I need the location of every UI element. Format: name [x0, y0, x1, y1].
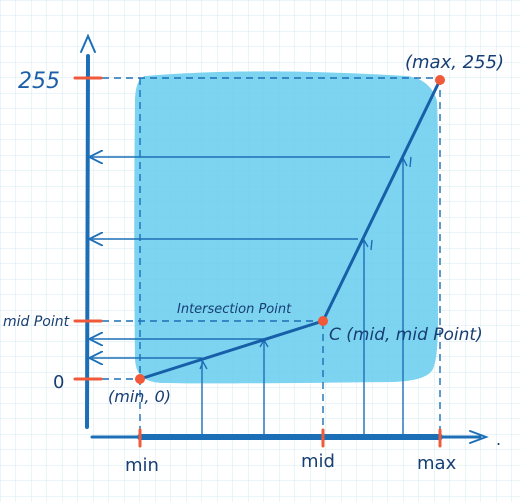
x-axis-arrow [469, 430, 489, 444]
guides [90, 77, 441, 436]
label-point-top: (max, 255) [405, 52, 504, 73]
marker-c-right [370, 239, 373, 251]
marker-a [199, 360, 208, 370]
labels: 255 mid Point 0 min mid max (max, 255) (… [3, 52, 504, 476]
points [135, 75, 445, 384]
label-min: min [125, 455, 159, 476]
marker-d-right [409, 156, 412, 168]
y-axis-arrow [80, 33, 96, 53]
point-c [318, 316, 328, 326]
point-min-0 [135, 374, 145, 384]
dot-mark: . [496, 430, 501, 449]
label-point-bottom: (min, 0) [108, 387, 171, 406]
label-zero: 0 [53, 372, 64, 393]
label-intersection: Intersection Point [177, 302, 292, 317]
label-point-c: C (mid, mid Point) [329, 325, 483, 345]
y-axis [85, 54, 90, 429]
axes [80, 33, 489, 444]
point-max-255 [435, 75, 445, 85]
red-ticks [73, 76, 442, 448]
shaded-region [134, 71, 438, 384]
label-max: max [417, 453, 457, 474]
label-midpoint: mid Point [3, 314, 70, 330]
label-255: 255 [18, 69, 60, 94]
label-mid: mid [301, 451, 335, 472]
